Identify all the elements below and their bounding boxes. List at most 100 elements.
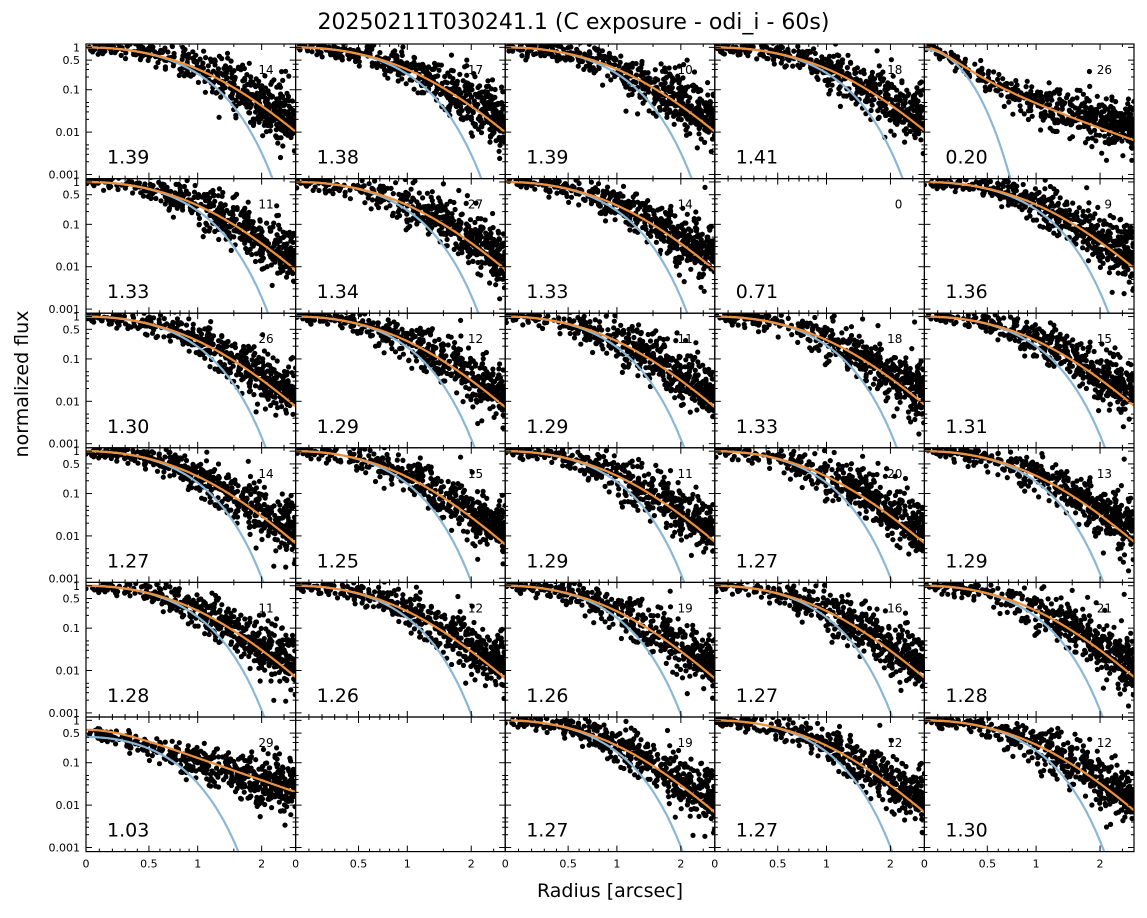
data-point [125, 44, 131, 49]
data-point [852, 70, 858, 76]
data-point [1038, 127, 1044, 133]
fwhm-value-label: 0.20 [945, 147, 987, 169]
data-point [309, 49, 315, 55]
data-point [989, 192, 995, 198]
data-point [1012, 96, 1018, 103]
data-point [395, 78, 401, 84]
data-point [494, 272, 500, 278]
data-point [546, 189, 552, 195]
data-point [1113, 263, 1119, 269]
data-point [283, 68, 289, 74]
data-point [271, 77, 277, 83]
data-point [1092, 211, 1098, 217]
panel-plot-area [86, 313, 296, 448]
data-point [463, 200, 469, 206]
data-point [468, 94, 475, 100]
data-point [407, 223, 413, 229]
data-point [162, 64, 168, 70]
data-point [658, 97, 665, 104]
y-tick-label: 0.5 [63, 54, 81, 67]
data-point [161, 182, 167, 188]
data-point [1119, 138, 1125, 144]
data-point [433, 205, 439, 211]
data-point [261, 265, 267, 271]
data-point [497, 111, 503, 117]
data-point [759, 44, 765, 49]
data-point [664, 250, 670, 256]
data-point [973, 179, 979, 185]
data-point [778, 60, 784, 66]
data-point [379, 198, 385, 204]
data-point [424, 190, 430, 196]
data-point [268, 262, 274, 268]
data-point [456, 109, 462, 115]
data-point [245, 212, 251, 218]
data-point [420, 63, 426, 69]
data-point [499, 100, 505, 106]
data-point [285, 112, 291, 118]
data-point [904, 107, 910, 113]
data-point [999, 204, 1005, 210]
data-point [1104, 256, 1110, 262]
data-point [1059, 106, 1065, 112]
data-point [1097, 249, 1103, 255]
data-point [207, 212, 213, 219]
data-point [1032, 186, 1038, 192]
data-point [267, 116, 273, 122]
data-point [1085, 136, 1091, 142]
data-point [443, 231, 449, 237]
data-point [231, 77, 237, 83]
data-point [356, 59, 362, 65]
data-point [1029, 113, 1035, 119]
data-point [352, 58, 359, 65]
moffat-fit-line [924, 46, 1135, 142]
data-point [1089, 245, 1096, 251]
data-point [703, 108, 709, 114]
data-point [311, 172, 316, 177]
data-point [1036, 189, 1042, 195]
data-point [671, 229, 677, 235]
data-point [887, 117, 893, 123]
y-tick-label: 0.1 [63, 218, 81, 231]
data-point [468, 116, 474, 123]
data-point [595, 187, 601, 193]
data-point [872, 86, 878, 92]
data-point [490, 210, 496, 217]
data-point [734, 48, 740, 54]
data-point [676, 63, 682, 69]
data-point [213, 90, 219, 96]
data-point [464, 57, 470, 63]
data-point [639, 200, 645, 207]
data-point [801, 38, 806, 43]
data-point [599, 48, 605, 54]
data-point [207, 56, 214, 62]
data-point [826, 53, 833, 59]
data-point [130, 190, 136, 196]
data-point [575, 63, 581, 69]
data-point [1093, 106, 1099, 113]
data-point [411, 86, 417, 92]
data-point [106, 185, 112, 191]
data-point [405, 193, 411, 199]
data-point [697, 271, 703, 277]
data-point [106, 321, 112, 327]
data-point [223, 67, 229, 73]
data-point [464, 113, 471, 119]
data-point [1094, 93, 1100, 99]
data-point [274, 203, 280, 209]
data-point [605, 73, 611, 79]
data-point [566, 199, 572, 205]
data-point [393, 180, 399, 186]
data-point [247, 388, 253, 394]
data-point [1125, 96, 1131, 102]
data-point [181, 49, 187, 55]
data-point [165, 49, 171, 55]
data-point [449, 211, 455, 217]
data-point [876, 90, 882, 96]
data-point [886, 111, 892, 117]
data-point [122, 185, 128, 191]
data-point [136, 180, 142, 186]
data-point [220, 86, 226, 92]
data-point [1047, 102, 1053, 108]
data-point [948, 49, 954, 55]
